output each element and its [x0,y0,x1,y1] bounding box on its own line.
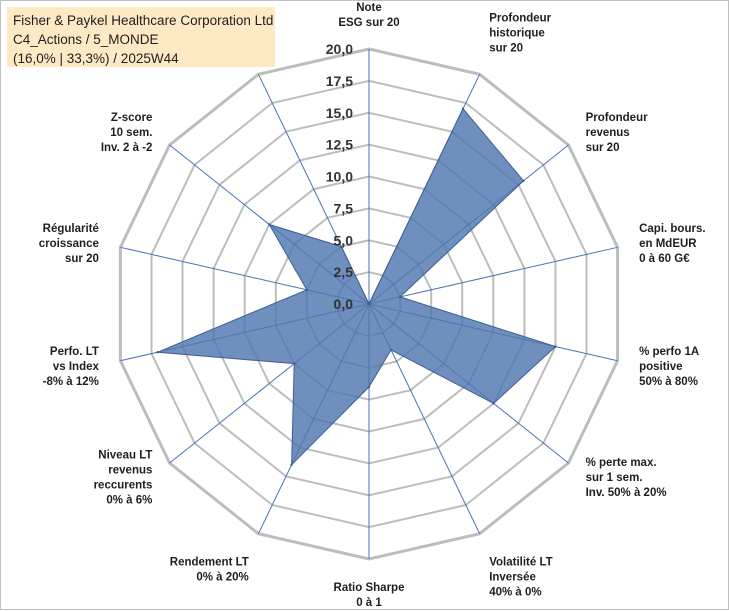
axis-label-line: Profondeur [489,12,551,24]
chart-title-line-1: Fisher & Paykel Healthcare Corporation L… [13,13,274,28]
axis-label-line: sur 20 [65,253,99,265]
chart-title-box: Fisher & Paykel Healthcare Corporation L… [7,7,275,67]
axis-label-3: Capi. bours. en MdEUR 0 à 60 G€ [639,223,705,265]
axis-label-12: Z-score 10 sem. Inv. 2 à -2 [101,112,153,154]
axis-label-line: 0% à 6% [106,495,152,507]
axis-label-4: % perfo 1A positive 50% à 80% [639,346,699,388]
tick-label: 0,0 [334,296,354,312]
axis-label-line: Inv. 2 à -2 [101,142,153,154]
axis-label-9: Niveau LT revenus reccurents 0% à 6% [94,450,153,507]
axis-label-line: Perfo. LT [50,346,99,358]
series-point-1 [461,107,465,110]
axis-label-line: -8% à 12% [43,376,99,388]
axis-label-5: % perte max. sur 1 sem. Inv. 50% à 20% [586,457,667,499]
spoke-3 [368,246,618,305]
axis-label-line: Note [356,2,382,14]
axis-label-line: sur 20 [586,142,620,154]
axis-label-line: 50% à 80% [639,376,698,388]
axis-label-line: ESG sur 20 [338,17,399,29]
tick-label: 12,5 [326,137,353,153]
series-point-6 [389,348,393,352]
axis-label-line: 0 à 60 G€ [639,253,690,265]
tick-label: 17,5 [326,73,353,89]
series-point-12 [268,223,271,226]
axis-label-8: Rendement LT 0% à 20% [170,557,249,584]
axis-label-line: Rendement LT [170,557,249,569]
tick-label: 10,0 [326,169,353,185]
axis-label-line: historique [489,27,545,39]
axis-label-line: Régularité [43,223,99,235]
axis-label-line: positive [639,361,682,373]
series-point-4 [554,345,557,348]
series-point-7 [367,385,371,389]
axis-label-line: sur 1 sem. [586,472,643,484]
axis-label-line: reccurents [94,480,153,492]
axis-label-7: Ratio Sharpe 0 à 1 [334,582,405,609]
axis-label-line: Inversée [489,572,536,584]
chart-title-line-2: C4_Actions / 5_MONDE [13,32,159,47]
tick-label: 20,0 [326,41,353,57]
series-point-11 [305,288,308,291]
axis-label-line: revenus [108,465,152,477]
series-point-3 [398,295,402,299]
tick-label: 7,5 [334,200,354,216]
tick-label: 5,0 [334,232,354,248]
series-point-13 [340,245,343,248]
radar-series [156,107,557,467]
axis-label-line: 0 à 1 [356,597,382,609]
radar-tick-labels: 0,0 2,5 5,0 7,5 10,0 12,5 15,0 17,5 20,0 [326,41,353,312]
axis-label-line: 10 sem. [110,127,152,139]
axis-label-line: croissance [39,238,99,250]
tick-label: 2,5 [334,264,354,280]
axis-label-line: Inv. 50% à 20% [586,487,667,499]
axis-label-line: Z-score [111,112,153,124]
axis-label-2: Profondeur revenus sur 20 [586,112,648,154]
axis-label-10: Perfo. LT vs Index -8% à 12% [43,346,100,388]
axis-label-line: Niveau LT [98,450,152,462]
axis-label-line: sur 20 [489,42,523,54]
tick-label: 15,0 [326,105,353,121]
axis-label-11: Régularité croissance sur 20 [39,223,99,265]
series-point-0 [367,302,371,306]
axis-label-1: Profondeur historique sur 20 [489,12,551,54]
axis-label-line: Volatilité LT [489,557,552,569]
axis-label-line: 40% à 0% [489,587,541,599]
series-point-5 [492,402,495,405]
axis-label-line: en MdEUR [639,238,697,250]
series-point-8 [290,463,293,466]
axis-label-line: revenus [586,127,630,139]
axis-label-0: Note ESG sur 20 [338,2,399,29]
series-point-2 [522,179,525,182]
axis-label-line: Ratio Sharpe [334,582,405,594]
axis-label-line: Capi. bours. [639,223,705,235]
series-area-0 [157,107,557,467]
axis-label-line: % perfo 1A [639,346,699,358]
axis-label-line: vs Index [53,361,100,373]
series-point-9 [293,362,296,365]
axis-label-line: % perte max. [586,457,657,469]
chart-title-line-3: (16,0% | 33,3%) / 2025W44 [13,51,179,66]
axis-label-6: Volatilité LT Inversée 40% à 0% [489,557,552,599]
series-point-10 [156,351,159,354]
axis-label-line: 0% à 20% [196,572,248,584]
axis-label-line: Profondeur [586,112,648,124]
